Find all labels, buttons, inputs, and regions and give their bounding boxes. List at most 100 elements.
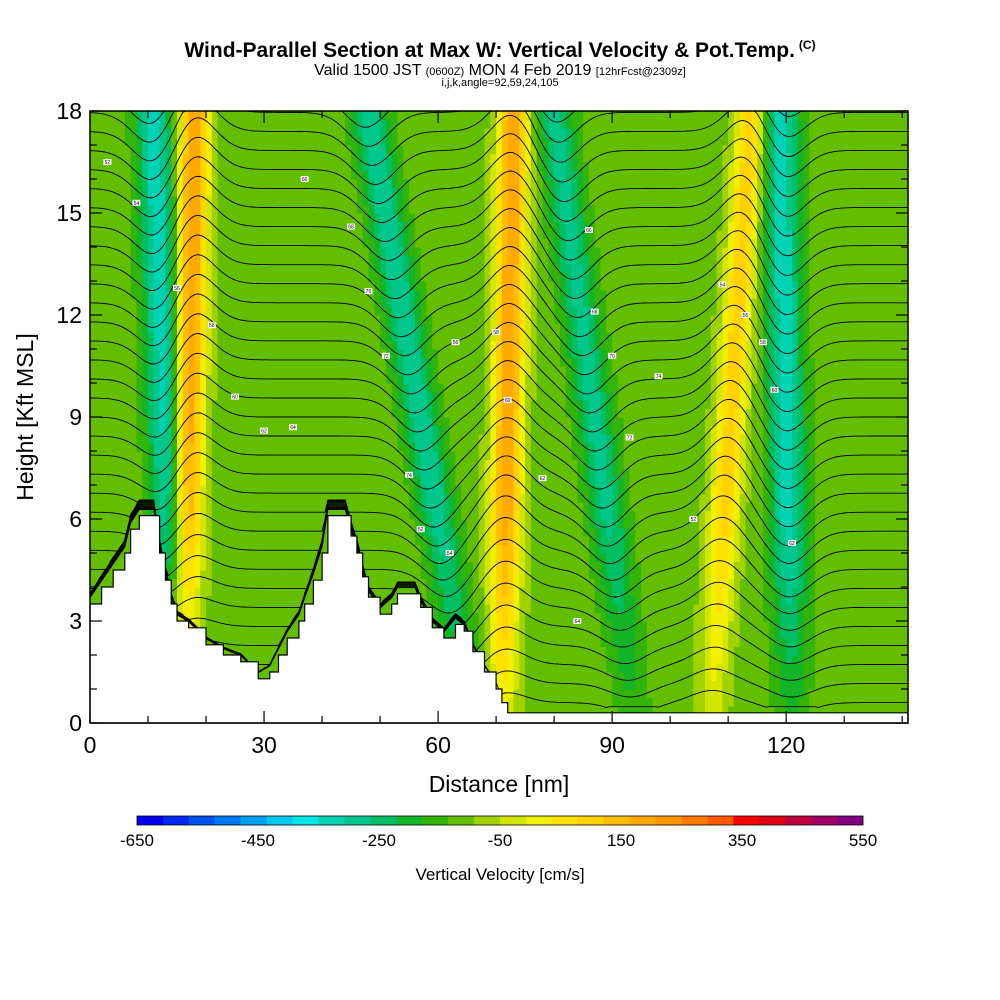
velocity-cell [177, 255, 184, 265]
velocity-cell [107, 536, 114, 546]
velocity-cell [275, 595, 283, 605]
velocity-cell [327, 332, 335, 342]
velocity-cell [246, 366, 254, 376]
velocity-cell [136, 340, 143, 350]
velocity-cell [194, 553, 201, 563]
velocity-cell [177, 578, 184, 588]
velocity-cell [153, 306, 161, 316]
velocity-cell [269, 544, 277, 554]
velocity-cell [414, 374, 422, 384]
velocity-cell [240, 111, 248, 121]
velocity-cell [403, 179, 410, 189]
velocity-cell [130, 417, 138, 427]
velocity-cell [124, 357, 132, 367]
velocity-cell [293, 332, 300, 342]
velocity-cell [275, 391, 283, 401]
velocity-cell [374, 553, 381, 563]
velocity-cell [171, 451, 178, 461]
velocity-cell [194, 221, 201, 231]
velocity-cell [432, 272, 439, 282]
velocity-cell [316, 136, 323, 146]
velocity-cell [298, 323, 306, 333]
velocity-cell [455, 408, 462, 418]
velocity-cell [333, 136, 341, 146]
velocity-cell [327, 357, 335, 367]
velocity-cell [240, 272, 248, 282]
velocity-cell [472, 272, 480, 282]
velocity-cell [426, 221, 433, 231]
velocity-cell [385, 383, 393, 393]
velocity-cell [385, 281, 393, 291]
velocity-cell [153, 315, 161, 325]
velocity-cell [316, 247, 323, 257]
velocity-cell [275, 238, 283, 248]
velocity-cell [113, 289, 120, 299]
velocity-cell [484, 357, 491, 367]
velocity-cell [240, 340, 248, 350]
velocity-cell [316, 400, 323, 410]
velocity-cell [322, 179, 329, 189]
velocity-cell [269, 595, 277, 605]
velocity-cell [461, 434, 468, 444]
velocity-cell [287, 153, 294, 163]
velocity-cell [182, 570, 190, 580]
velocity-cell [327, 417, 335, 427]
velocity-cell [275, 417, 283, 427]
velocity-cell [269, 425, 277, 435]
velocity-cell [339, 340, 346, 350]
velocity-cell [287, 527, 294, 537]
velocity-cell [345, 196, 352, 206]
velocity-cell [351, 306, 358, 316]
velocity-cell [194, 366, 201, 376]
velocity-cell [101, 323, 108, 333]
velocity-cell [246, 187, 254, 197]
velocity-cell [252, 153, 259, 163]
velocity-cell [368, 442, 375, 452]
velocity-cell [380, 383, 387, 393]
velocity-cell [182, 179, 190, 189]
velocity-cell [397, 204, 404, 214]
velocity-cell [449, 357, 457, 367]
velocity-cell [124, 204, 132, 214]
velocity-cell [252, 170, 259, 180]
velocity-cell [269, 587, 277, 597]
velocity-cell [409, 204, 416, 214]
velocity-cell [119, 179, 126, 189]
velocity-cell [385, 366, 393, 376]
velocity-cell [90, 349, 97, 359]
velocity-cell [264, 340, 271, 350]
velocity-cell [240, 578, 248, 588]
velocity-cell [322, 527, 329, 537]
velocity-cell [217, 255, 225, 265]
velocity-cell [90, 595, 97, 605]
velocity-cell [188, 247, 196, 257]
velocity-cell [281, 459, 288, 469]
velocity-cell [264, 510, 271, 520]
velocity-cell [264, 221, 271, 231]
velocity-cell [443, 604, 451, 614]
velocity-cell [264, 170, 271, 180]
velocity-cell [327, 289, 335, 299]
velocity-cell [322, 187, 329, 197]
velocity-cell [269, 230, 277, 240]
velocity-cell [438, 417, 445, 427]
velocity-cell [206, 332, 213, 342]
velocity-cell [461, 468, 468, 478]
velocity-cell [298, 570, 306, 580]
velocity-cell [467, 459, 474, 469]
velocity-cell [264, 366, 271, 376]
velocity-cell [246, 340, 254, 350]
velocity-cell [414, 408, 422, 418]
velocity-cell [252, 196, 259, 206]
velocity-cell [484, 179, 491, 189]
velocity-cell [287, 587, 294, 597]
velocity-cell [432, 510, 439, 520]
velocity-cell [182, 408, 190, 418]
velocity-cell [420, 485, 428, 495]
velocity-cell [449, 485, 457, 495]
velocity-cell [420, 119, 428, 129]
velocity-cell [293, 417, 300, 427]
velocity-cell [380, 502, 387, 512]
velocity-cell [171, 289, 178, 299]
velocity-cell [252, 306, 259, 316]
